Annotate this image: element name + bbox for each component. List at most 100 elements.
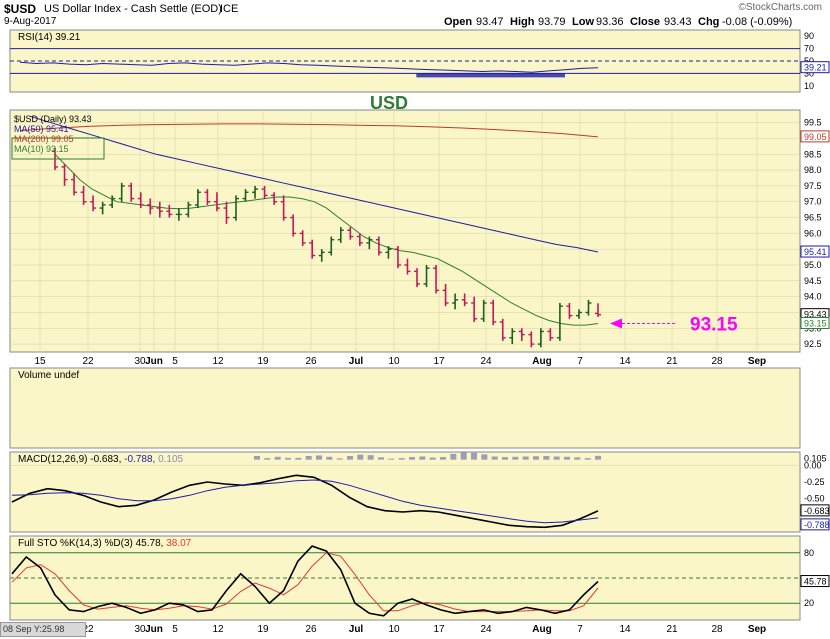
x-axis-label-bottom: 19 [257, 624, 269, 635]
price-tick-label: 97.0 [804, 197, 822, 207]
chg-value: -0.08 (-0.09%) [722, 16, 793, 28]
x-axis-label-bottom: Aug [532, 624, 551, 635]
x-axis-label: 7 [577, 356, 583, 367]
macd-label: MACD(12,26,9) -0.683, -0.788, 0.105 [18, 454, 184, 465]
ma10-line [54, 153, 599, 326]
macd-tick-label: 0.00 [804, 460, 822, 470]
rsi-line [19, 61, 599, 73]
macd-hist-bar [295, 457, 302, 460]
sto-tick-label: 20 [804, 598, 814, 608]
price-value-label: 93.43 [804, 310, 827, 320]
macd-hist-bar [522, 456, 529, 460]
x-axis-label-bottom: Sep [748, 624, 766, 635]
macd-tick-label: -0.50 [804, 494, 825, 504]
macd-line [11, 474, 599, 529]
x-axis-label-bottom: 30 [134, 624, 146, 635]
macd-hist-bar [491, 456, 498, 460]
price-value-label: 95.41 [804, 247, 827, 257]
price-legend-item: MA(50) 95.41 [14, 124, 69, 134]
price-tick-label: 99.5 [804, 118, 822, 128]
price-value-label-box [800, 317, 830, 330]
macd-signal-line [11, 479, 599, 524]
x-axis-label: Jul [349, 356, 364, 367]
price-tick-label: 97.5 [804, 181, 822, 191]
x-axis-label: 24 [480, 356, 492, 367]
price-tick-label: 96.0 [804, 228, 822, 238]
rsi-label: RSI(14) 39.21 [18, 32, 81, 43]
price-tick-label: 92.5 [804, 339, 822, 349]
chg-label: Chg [698, 16, 720, 28]
macd-hist-bar [357, 454, 364, 460]
x-axis-label: 26 [305, 356, 317, 367]
sto-value-label: 45.78 [804, 577, 827, 587]
chart-header: $USD US Dollar Index - Cash Settle (EOD)… [0, 0, 830, 30]
x-axis-label-bottom: 5 [172, 624, 178, 635]
sto-k-line [11, 545, 599, 617]
x-axis-label: 30 [134, 356, 146, 367]
x-axis-label: 5 [172, 356, 178, 367]
macd-hist-bar [471, 452, 477, 460]
sto-label: Full STO %K(14,3) %D(3) 45.78, 38.07 [18, 538, 192, 549]
x-axis-label: 21 [666, 356, 678, 367]
macd-hist-bar [326, 456, 333, 460]
macd-signal-value-label: -0.788 [804, 520, 830, 530]
x-axis-label-bottom: 28 [711, 624, 723, 635]
x-axis-label: 19 [257, 356, 269, 367]
macd-hist-bar [264, 458, 271, 460]
rsi-value-label: 39.21 [804, 63, 827, 73]
low-value: 93.36 [596, 16, 624, 28]
rsi-tick-label: 50 [804, 56, 814, 66]
macd-tick-label: 0.105 [804, 453, 827, 463]
macd-tick-label: -0.25 [804, 477, 825, 487]
macd-hist-bar [543, 456, 550, 460]
x-axis-label-bottom: 14 [619, 624, 631, 635]
volume-panel [9, 367, 801, 449]
macd-hist-bar [564, 456, 570, 460]
macd-value-label-box [800, 504, 830, 517]
macd-hist-bar [316, 455, 322, 460]
x-axis-label-bottom: 21 [666, 624, 678, 635]
legend-highlight-box [11, 137, 105, 160]
macd-hist-bar [429, 457, 436, 460]
high-label: High [510, 16, 535, 28]
open-label: Open [444, 16, 473, 28]
ma50-line [29, 115, 599, 253]
price-tick-label: 96.5 [804, 213, 822, 223]
annotation-arrow-head [610, 318, 622, 329]
price-value-label: 99.05 [804, 132, 827, 142]
macd-hist-bar [460, 452, 467, 460]
macd-hist-bar [285, 457, 291, 460]
macd-hist-bar [347, 456, 353, 460]
volume-label: Volume undef [18, 370, 79, 381]
macd-value-label: -0.683 [804, 506, 830, 516]
sto-value-label-box [800, 575, 830, 588]
rsi-tick-label: 70 [804, 44, 814, 54]
macd-label-hist: 0.105 [158, 454, 183, 465]
macd-hist-bar [512, 456, 519, 460]
rsi-value-label-box [800, 61, 830, 74]
rsi-tick-label: 10 [804, 81, 814, 91]
macd-hist-bar [419, 456, 426, 460]
macd-hist-bar [305, 456, 312, 460]
symbol-label: $USD [4, 2, 37, 16]
x-axis-label-bottom: 22 [82, 624, 94, 635]
x-axis-label: 22 [82, 356, 94, 367]
x-axis-label-bottom: 12 [212, 624, 224, 635]
macd-hist-bar [388, 458, 395, 460]
price-legend-item: MA(200) 99.05 [14, 134, 74, 144]
footer-stamp: 08 Sep Y:25.98 [0, 622, 86, 637]
chart-date: 9-Aug-2017 [4, 16, 57, 27]
price-value-label-box [800, 130, 830, 143]
macd-hist-bar [574, 457, 581, 460]
exchange-label: ICE [220, 3, 239, 15]
sto-label-k: Full STO %K(14,3) %D(3) 45.78, [18, 538, 166, 549]
x-axis-label-bottom: 7 [577, 624, 583, 635]
x-axis-label: 10 [388, 356, 400, 367]
macd-hist-bar [274, 456, 281, 460]
ma200-line [19, 123, 599, 138]
macd-hist-bar [533, 456, 539, 460]
open-value: 93.47 [476, 16, 504, 28]
price-value-label-box [800, 245, 830, 258]
macd-hist-bar [584, 458, 591, 460]
